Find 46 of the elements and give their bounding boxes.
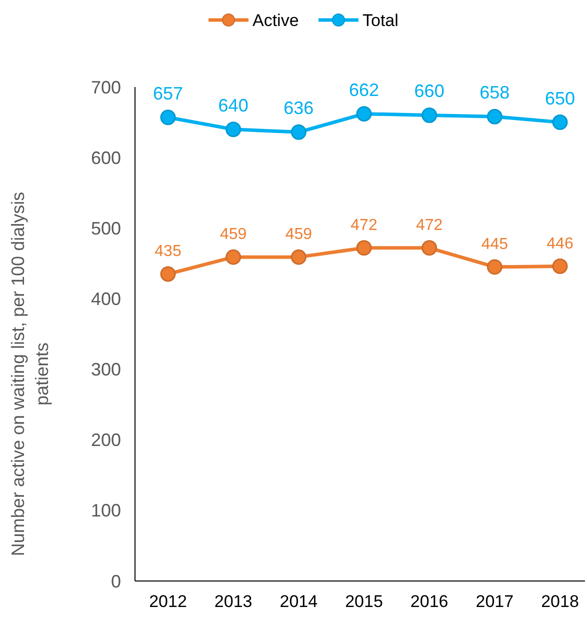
point xyxy=(552,114,568,130)
point xyxy=(356,240,372,256)
y-tick-label: 600 xyxy=(90,148,121,168)
data-label: 650 xyxy=(544,88,576,108)
x-tick-label: 2016 xyxy=(410,592,448,611)
data-label: 658 xyxy=(480,82,510,103)
x-tick-label: 2018 xyxy=(541,592,579,611)
point xyxy=(486,108,502,124)
data-label: 657 xyxy=(152,83,184,104)
point xyxy=(290,124,306,140)
x-tick-label: 2015 xyxy=(345,592,383,611)
data-label: 636 xyxy=(284,98,314,118)
point xyxy=(422,240,438,256)
x-tick-label: 2017 xyxy=(476,592,514,611)
y-axis-title: Number active on waiting list, per 100 dialysis patients xyxy=(8,192,52,556)
y-tick-label: 200 xyxy=(90,430,121,450)
y-tick-label: 0 xyxy=(110,571,121,592)
data-label: 640 xyxy=(218,95,248,116)
point xyxy=(160,266,176,282)
point xyxy=(226,249,242,265)
data-label: 662 xyxy=(348,80,380,100)
y-tick-label: 100 xyxy=(90,500,121,521)
data-label: 472 xyxy=(416,216,443,234)
point xyxy=(356,106,372,122)
point xyxy=(226,122,242,138)
data-label: 459 xyxy=(285,226,312,244)
data-label: 472 xyxy=(350,216,378,234)
data-label: 445 xyxy=(481,236,508,253)
legend-label: Active xyxy=(252,10,299,30)
point xyxy=(552,258,568,274)
x-tick-label: 2013 xyxy=(214,592,252,611)
legend-label: Total xyxy=(362,10,398,30)
y-tick-label: 700 xyxy=(90,77,121,98)
point xyxy=(160,110,176,126)
data-label: 435 xyxy=(154,243,182,260)
data-label: 446 xyxy=(546,235,574,252)
x-tick-label: 2014 xyxy=(280,592,318,611)
y-tick-label: 500 xyxy=(90,218,121,238)
data-label: 459 xyxy=(220,226,247,244)
y-tick-label: 400 xyxy=(90,289,121,310)
data-label: 660 xyxy=(414,81,444,102)
point xyxy=(486,259,502,275)
point xyxy=(422,107,438,123)
x-tick-label: 2012 xyxy=(149,592,187,611)
y-tick-label: 300 xyxy=(90,360,121,380)
point xyxy=(290,249,306,265)
